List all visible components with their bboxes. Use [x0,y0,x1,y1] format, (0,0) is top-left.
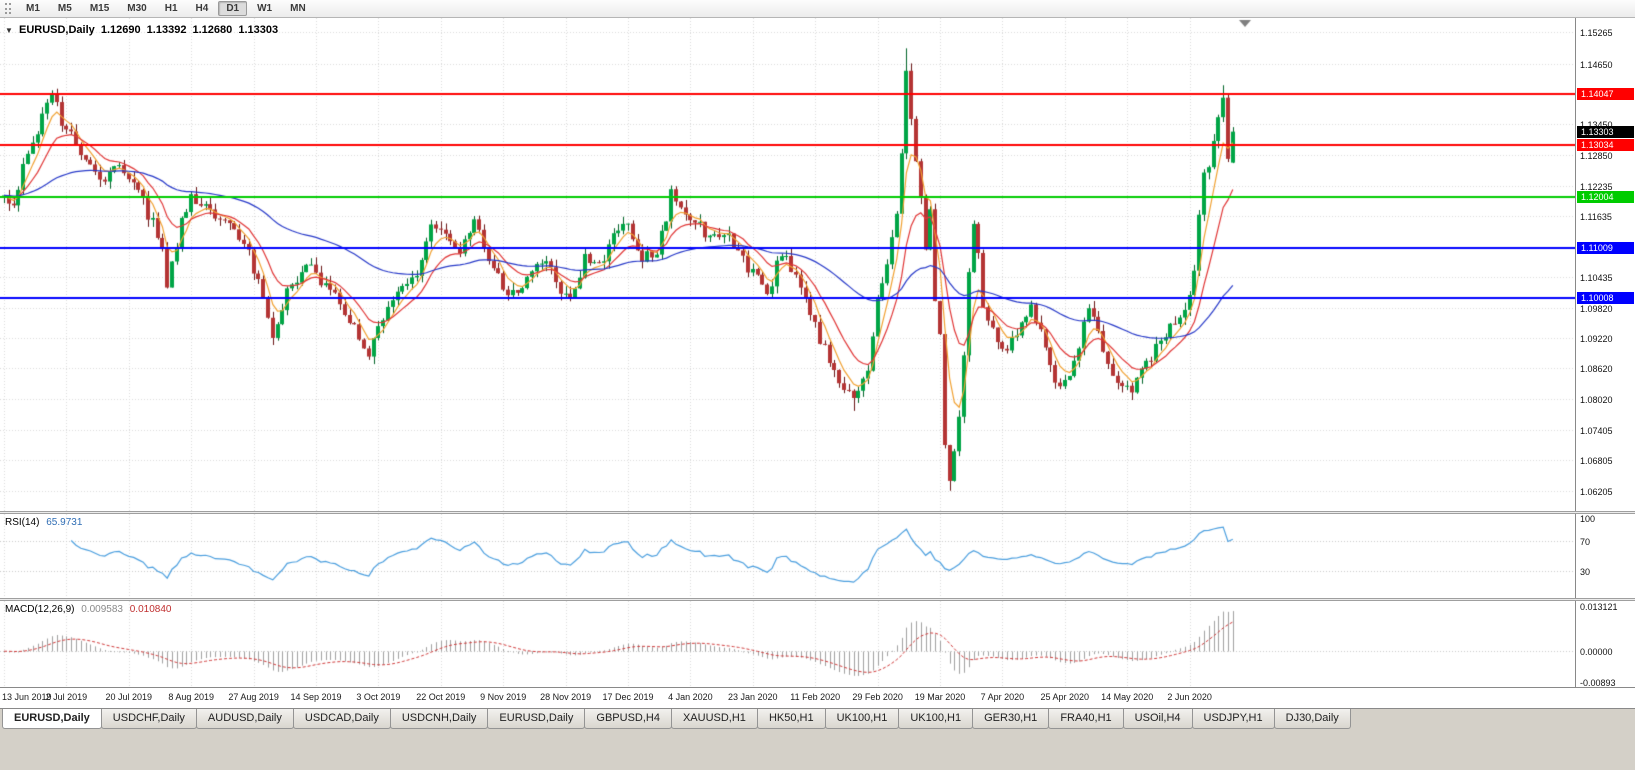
date-axis-label: 28 Nov 2019 [540,692,592,702]
price-line-tag: 1.12004 [1577,191,1634,204]
date-axis-label: 9 Nov 2019 [480,692,527,702]
price-axis-tick: 1.09820 [1580,303,1613,314]
price-axis-tick: 1.11635 [1580,211,1612,222]
date-axis-label: 20 Jul 2019 [105,692,153,702]
chart-tab-xauusd-h1[interactable]: XAUUSD,H1 [670,709,758,729]
chart-tabs-bar: EURUSD,Daily USDCHF,Daily AUDUSD,Daily USDC… [0,709,1635,734]
bottom-bar: EURUSD,Daily USDCHF,Daily AUDUSD,Daily USDC… [0,708,1635,770]
date-axis-label: 14 Sep 2019 [290,692,342,702]
price-line-tag: 1.11009 [1577,241,1634,254]
rsi-axis-tick: 100 [1580,514,1596,524]
date-axis-label: 7 Apr 2020 [980,692,1025,702]
timeframe-button-m1[interactable]: M1 [26,3,40,14]
date-axis-label: 2 Jun 2020 [1167,692,1212,702]
chart-tab-hk50-h1[interactable]: HK50,H1 [756,709,826,729]
timeframe-button-w1[interactable]: W1 [257,3,273,14]
timeframe-buttons: M1 M5 M15 M30 H1 H4 D1 W1 MN [17,1,315,16]
chart-tab-uk100-h1[interactable]: UK100,H1 [824,709,900,729]
chart-tab-usoil-h4[interactable]: USOil,H4 [1122,709,1193,729]
rsi-panel-canvas[interactable] [0,514,1575,598]
date-axis-label: 19 Mar 2020 [914,692,966,702]
timeframe-button-m30[interactable]: M30 [127,3,147,14]
timeframe-button-m5[interactable]: M5 [57,3,72,14]
chart-tab-usdcnh-daily[interactable]: USDCNH,Daily [389,709,489,729]
chart-menu-icon[interactable]: ▼ [5,26,13,35]
macd-panel-canvas[interactable] [0,601,1575,687]
ohlc-high: 1.13392 [146,24,187,36]
macd-signal-value: 0.010840 [129,604,172,615]
date-axis-label: 27 Aug 2019 [228,692,279,702]
date-axis-label: 2 Jul 2019 [45,692,88,702]
macd-name: MACD(12,26,9) [5,604,75,615]
date-axis-label: 8 Aug 2019 [168,692,214,702]
price-axis-tick: 1.14650 [1580,59,1613,70]
timeframe-toolbar: M1 M5 M15 M30 H1 H4 D1 W1 MN [0,0,1635,18]
ohlc-open: 1.12690 [100,24,141,36]
date-axis-label: 17 Dec 2019 [602,692,654,702]
price-axis-tick: 1.13450 [1580,120,1613,130]
macd-axis-tick: -0.00893 [1580,678,1616,688]
price-axis-tick: 1.12850 [1580,150,1613,161]
panel-splitter-rsi[interactable] [0,511,1635,514]
price-axis[interactable]: 1.15265 1.14650 1.13450 1.12850 1.12235 1.116… [1575,18,1635,688]
timeframe-button-d1[interactable]: D1 [218,1,248,16]
chart-tab-ger30-h1[interactable]: GER30,H1 [972,709,1050,729]
panel-splitter-macd[interactable] [0,598,1635,601]
price-axis-tick: 1.06805 [1580,456,1613,467]
timeframe-button-m15[interactable]: M15 [89,3,110,14]
date-axis-label: 3 Oct 2019 [356,692,401,702]
price-axis-tick: 1.12235 [1580,181,1613,192]
date-axis-label: 13 Jun 2019 [2,692,52,702]
current-price-tag: 1.13303 [1577,125,1634,138]
chart-tab-usdjpy-h1[interactable]: USDJPY,H1 [1191,709,1275,729]
chart-tab-fra40-h1[interactable]: FRA40,H1 [1048,709,1124,729]
macd-axis-tick: 0.00000 [1580,647,1613,658]
chart-tab-eurusd-daily[interactable]: EURUSD,Daily [487,709,586,729]
chart-symbol-label: EURUSD,Daily [18,24,95,36]
macd-axis-tick: 0.013121 [1580,602,1618,612]
chart-tab-dj30-daily[interactable]: DJ30,Daily [1273,709,1351,729]
macd-main-value: 0.009583 [81,604,123,615]
chart-ohlc-header: ▼ EURUSD,Daily 1.12690 1.13392 1.12680 1… [5,24,281,36]
price-axis-tick: 1.15265 [1580,28,1613,39]
chart-tab-eurusd-daily[interactable]: EURUSD,Daily [2,709,102,729]
rsi-axis-tick: 70 [1580,536,1591,547]
date-axis-label: 14 May 2020 [1101,692,1154,702]
price-line-tag: 1.10008 [1577,292,1634,305]
price-axis-tick: 1.07405 [1580,425,1613,436]
price-line-tag: 1.14047 [1577,87,1634,100]
chart-tab-usdchf-daily[interactable]: USDCHF,Daily [100,709,197,729]
ohlc-low: 1.12680 [192,24,233,36]
chart-tab-usdcad-daily[interactable]: USDCAD,Daily [292,709,391,729]
price-axis-tick: 1.06205 [1580,486,1613,497]
rsi-value: 65.9731 [46,517,83,528]
price-line-tag: 1.13034 [1577,139,1634,152]
macd-indicator-label: MACD(12,26,9) 0.009583 0.010840 [5,604,175,615]
rsi-axis-tick: 30 [1580,567,1591,578]
price-axis-tick: 1.08620 [1580,364,1613,375]
timeframe-button-h1[interactable]: H1 [164,3,178,14]
timeframe-button-mn[interactable]: MN [290,3,306,14]
rsi-indicator-label: RSI(14) 65.9731 [5,517,86,528]
chart-tab-gbpusd-h4[interactable]: GBPUSD,H4 [584,709,672,729]
date-axis-label: 29 Feb 2020 [852,692,903,702]
date-axis-label: 23 Jan 2020 [728,692,778,702]
price-axis-tick: 1.08020 [1580,394,1613,405]
ohlc-close: 1.13303 [238,24,279,36]
date-axis-label: 4 Jan 2020 [668,692,713,702]
date-axis-label: 25 Apr 2020 [1040,692,1090,702]
price-axis-tick: 1.10435 [1580,272,1613,283]
toolbar-grip-icon[interactable] [5,3,11,14]
date-axis-label: 22 Oct 2019 [416,692,466,702]
price-chart-canvas[interactable] [0,18,1575,511]
chart-tab-uk100-h1[interactable]: UK100,H1 [898,709,974,729]
date-axis-label: 11 Feb 2020 [790,692,841,702]
timeframe-button-h4[interactable]: H4 [195,3,209,14]
chart-tab-audusd-daily[interactable]: AUDUSD,Daily [195,709,294,729]
price-axis-tick: 1.09220 [1580,334,1613,345]
time-axis[interactable]: 13 Jun 2019 2 Jul 2019 20 Jul 2019 8 Aug 20… [0,687,1635,708]
rsi-name: RSI(14) [5,517,40,528]
